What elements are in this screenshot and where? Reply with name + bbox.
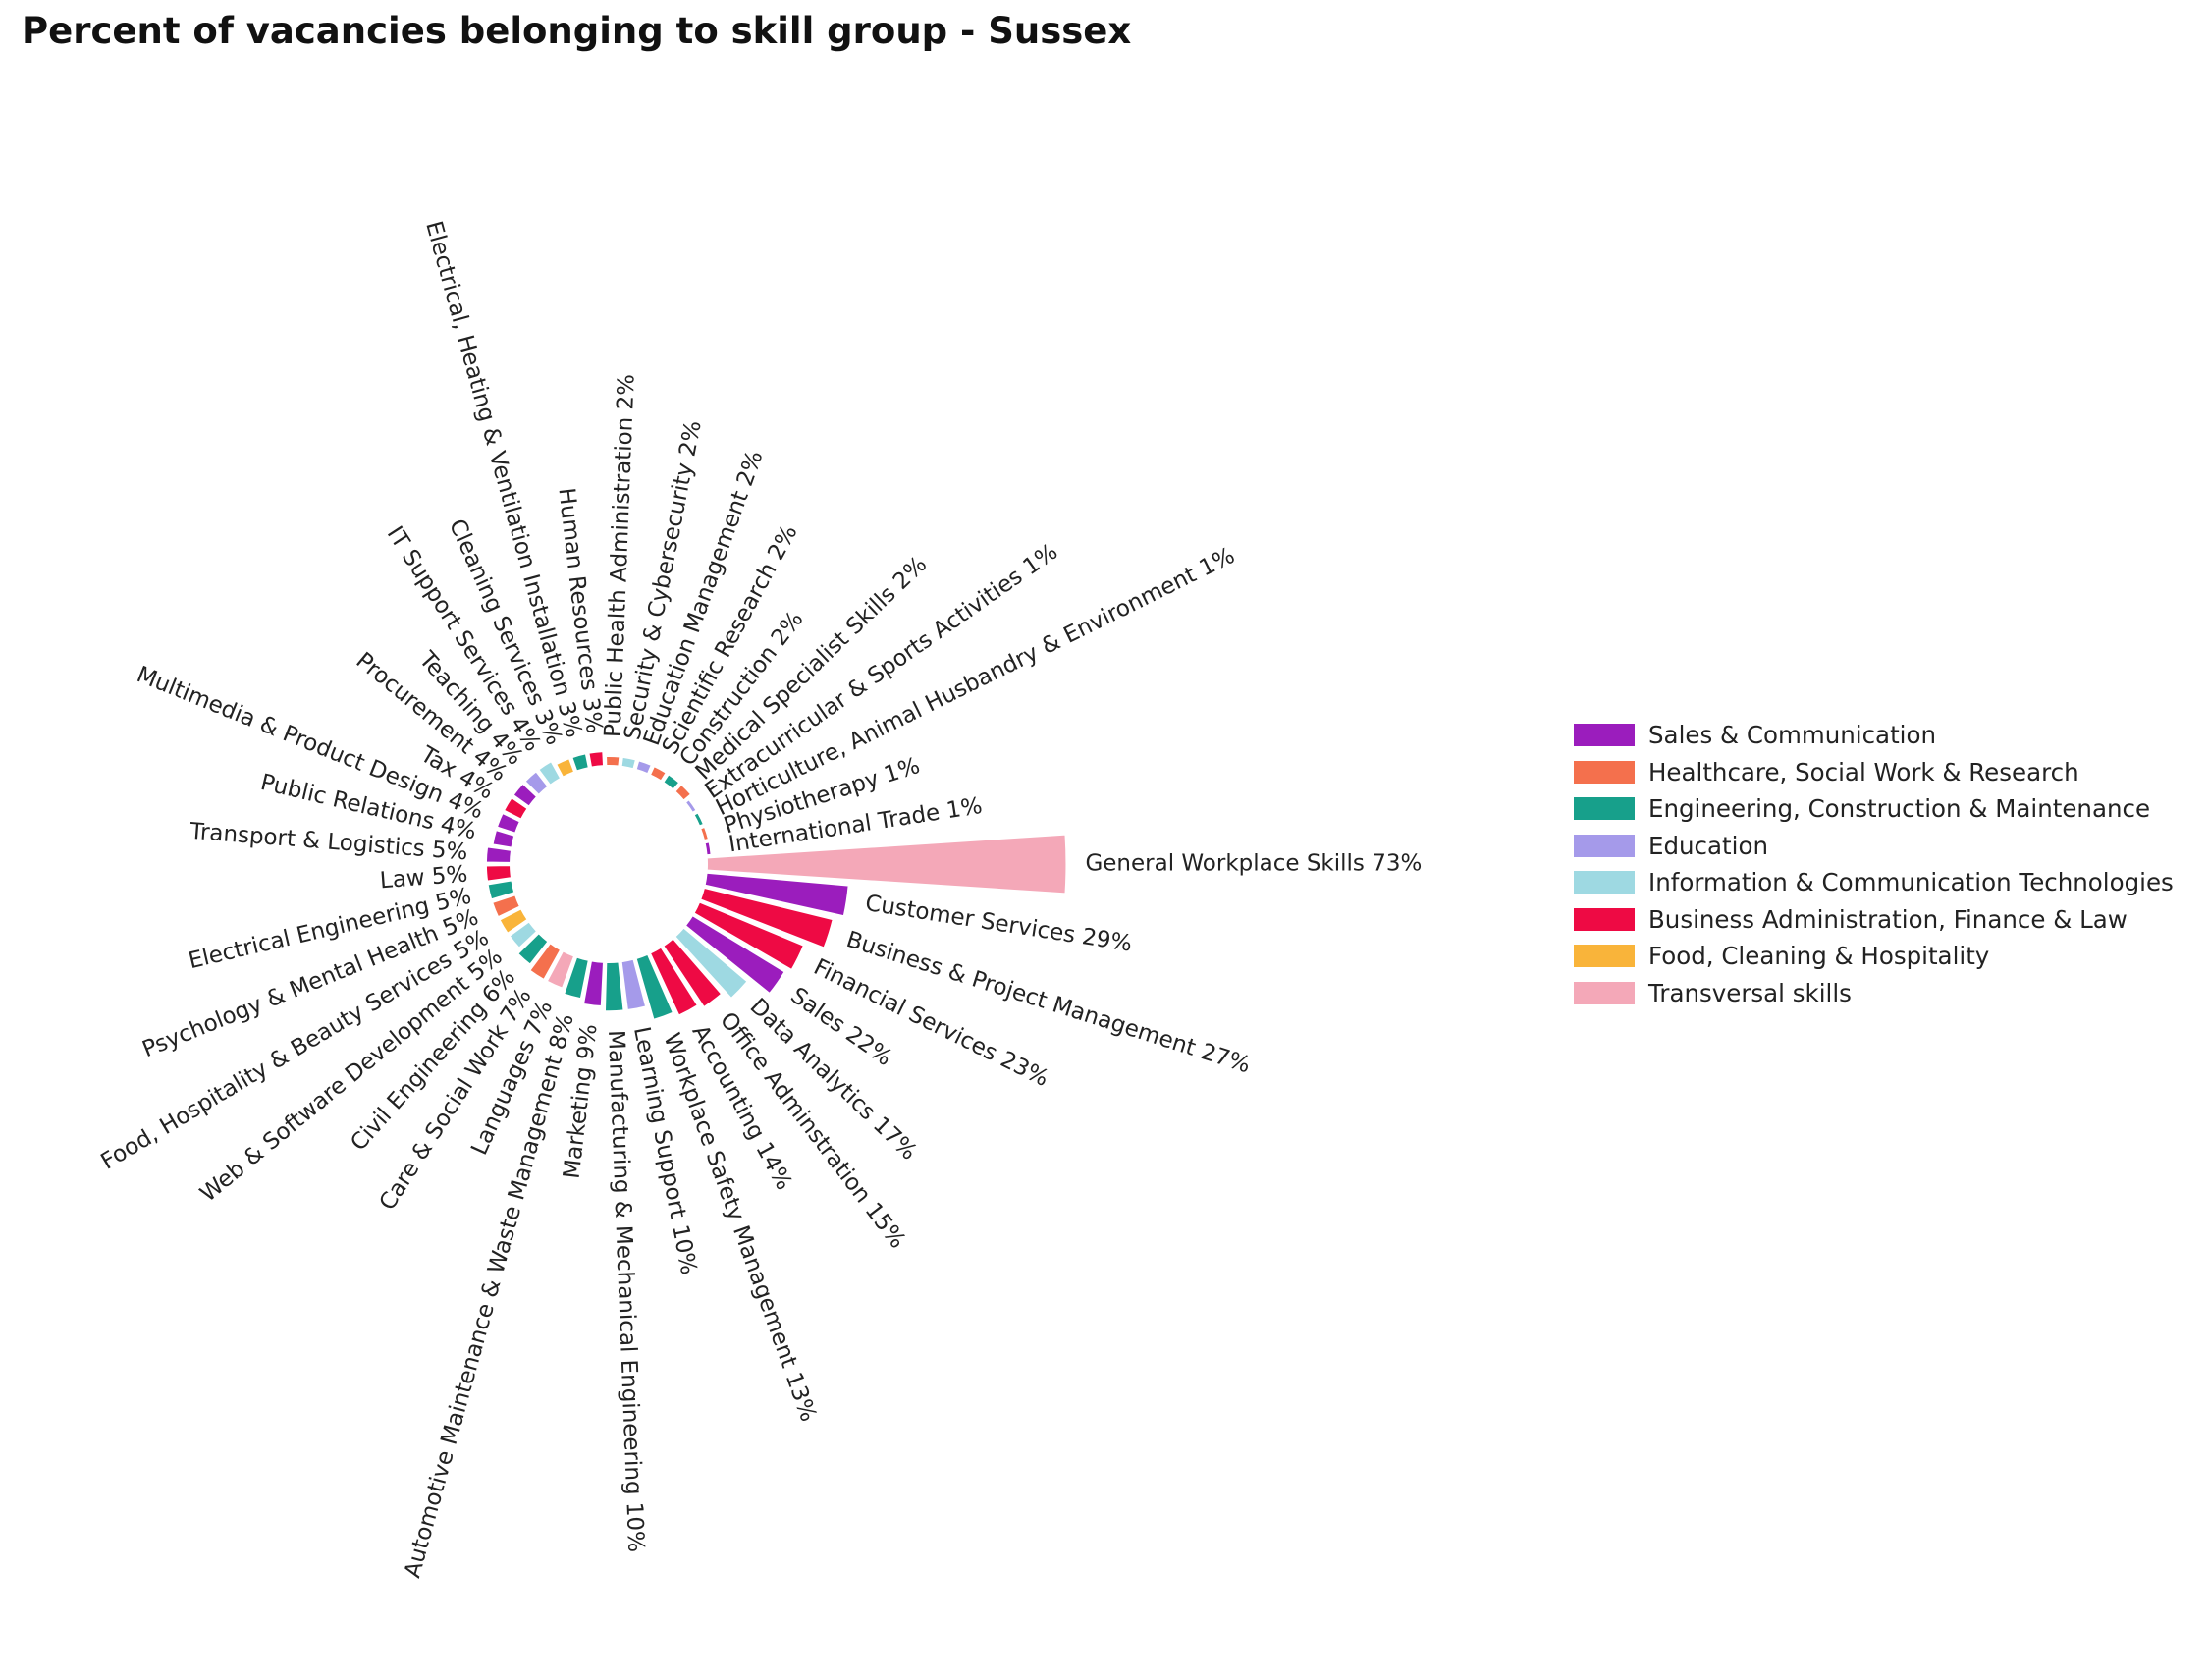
- legend-swatch: [1574, 945, 1635, 968]
- legend-item: Sales & Communication: [1574, 717, 2174, 754]
- legend-label: Sales & Communication: [1648, 721, 1936, 750]
- bar-horticulture-animal-husbandry-environment: [692, 811, 706, 828]
- bar-scientific-research: [648, 764, 669, 783]
- bar-public-relations: [491, 828, 516, 849]
- bar-security-cybersecurity: [620, 755, 638, 771]
- bar-data-analytics: [673, 926, 750, 1001]
- bar-label: General Workplace Skills 73%: [1085, 851, 1422, 877]
- legend-item: Business Administration, Finance & Law: [1574, 901, 2174, 939]
- legend-label: Engineering, Construction & Maintenance: [1648, 794, 2151, 824]
- legend-item: Healthcare, Social Work & Research: [1574, 754, 2174, 791]
- bar-label: Manufacturing & Mechanical Engineering 1…: [603, 1030, 648, 1553]
- bar-food-hospitality-beauty-services: [498, 907, 529, 936]
- bar-education-management: [634, 759, 654, 776]
- bar-teaching: [523, 769, 550, 797]
- legend-swatch: [1574, 981, 1635, 1004]
- legend-swatch: [1574, 760, 1635, 784]
- bar-it-support-services: [536, 759, 563, 787]
- bar-medical-specialist-skills: [673, 783, 693, 802]
- bar-financial-services: [692, 900, 806, 972]
- bar-electrical-heating-ventilation-installation: [570, 752, 591, 773]
- bar-electrical-engineering: [486, 879, 516, 901]
- bar-human-resources: [587, 750, 606, 769]
- legend-item: Transversal skills: [1574, 975, 2174, 1012]
- legend-item: Engineering, Construction & Maintenance: [1574, 790, 2174, 828]
- bar-multimedia-product-design: [495, 811, 522, 835]
- labels-layer: General Workplace Skills 73%Customer Ser…: [97, 218, 1423, 1580]
- bar-cleaning-services: [554, 756, 576, 779]
- legend-swatch: [1574, 871, 1635, 894]
- bar-business-project-management: [698, 886, 835, 949]
- bar-languages: [545, 949, 576, 990]
- bar-extracurricular-sports-activities: [683, 797, 699, 815]
- chart-title: Percent of vacancies belonging to skill …: [22, 10, 1132, 52]
- legend-swatch: [1574, 907, 1635, 931]
- bar-learning-support: [620, 957, 648, 1012]
- bar-care-social-work: [527, 941, 563, 982]
- bar-customer-services: [703, 871, 850, 918]
- legend-item: Education: [1574, 828, 2174, 865]
- bar-civil-engineering: [515, 931, 550, 966]
- legend-item: Food, Cleaning & Hospitality: [1574, 938, 2174, 975]
- bar-transport-logistics: [484, 845, 513, 864]
- legend-swatch: [1574, 724, 1635, 747]
- legend-label: Business Administration, Finance & Law: [1648, 904, 2128, 934]
- legend-item: Information & Communication Technologies: [1574, 864, 2174, 901]
- legend-label: Information & Communication Technologies: [1648, 868, 2174, 897]
- bar-sales: [683, 913, 787, 996]
- bar-workplace-safety-management: [634, 952, 675, 1022]
- legend-label: Education: [1648, 831, 1768, 860]
- legend-label: Transversal skills: [1648, 978, 1852, 1007]
- bar-automotive-maintenance-waste-management: [562, 955, 591, 1001]
- bar-manufacturing-mechanical-engineering: [603, 960, 625, 1013]
- bar-general-workplace-skills: [705, 833, 1068, 895]
- bar-office-adminstration: [661, 937, 724, 1009]
- bar-procurement: [512, 782, 539, 808]
- legend-swatch: [1574, 834, 1635, 857]
- bar-physiotherapy: [698, 825, 711, 842]
- bar-psychology-mental-health: [490, 894, 522, 919]
- bar-law: [484, 864, 513, 883]
- bars-layer: [484, 750, 1068, 1022]
- bar-international-trade: [703, 840, 713, 857]
- bar-web-software-development: [508, 920, 539, 950]
- legend-swatch: [1574, 797, 1635, 821]
- bar-public-health-administration: [605, 754, 621, 768]
- bar-tax: [502, 795, 529, 821]
- legend: Sales & Communication Healthcare, Social …: [1574, 717, 2174, 1011]
- bar-marketing: [581, 959, 606, 1008]
- bar-accounting: [648, 946, 700, 1017]
- legend-label: Healthcare, Social Work & Research: [1648, 757, 2079, 786]
- bar-construction: [661, 772, 681, 791]
- legend-label: Food, Cleaning & Hospitality: [1648, 942, 1990, 971]
